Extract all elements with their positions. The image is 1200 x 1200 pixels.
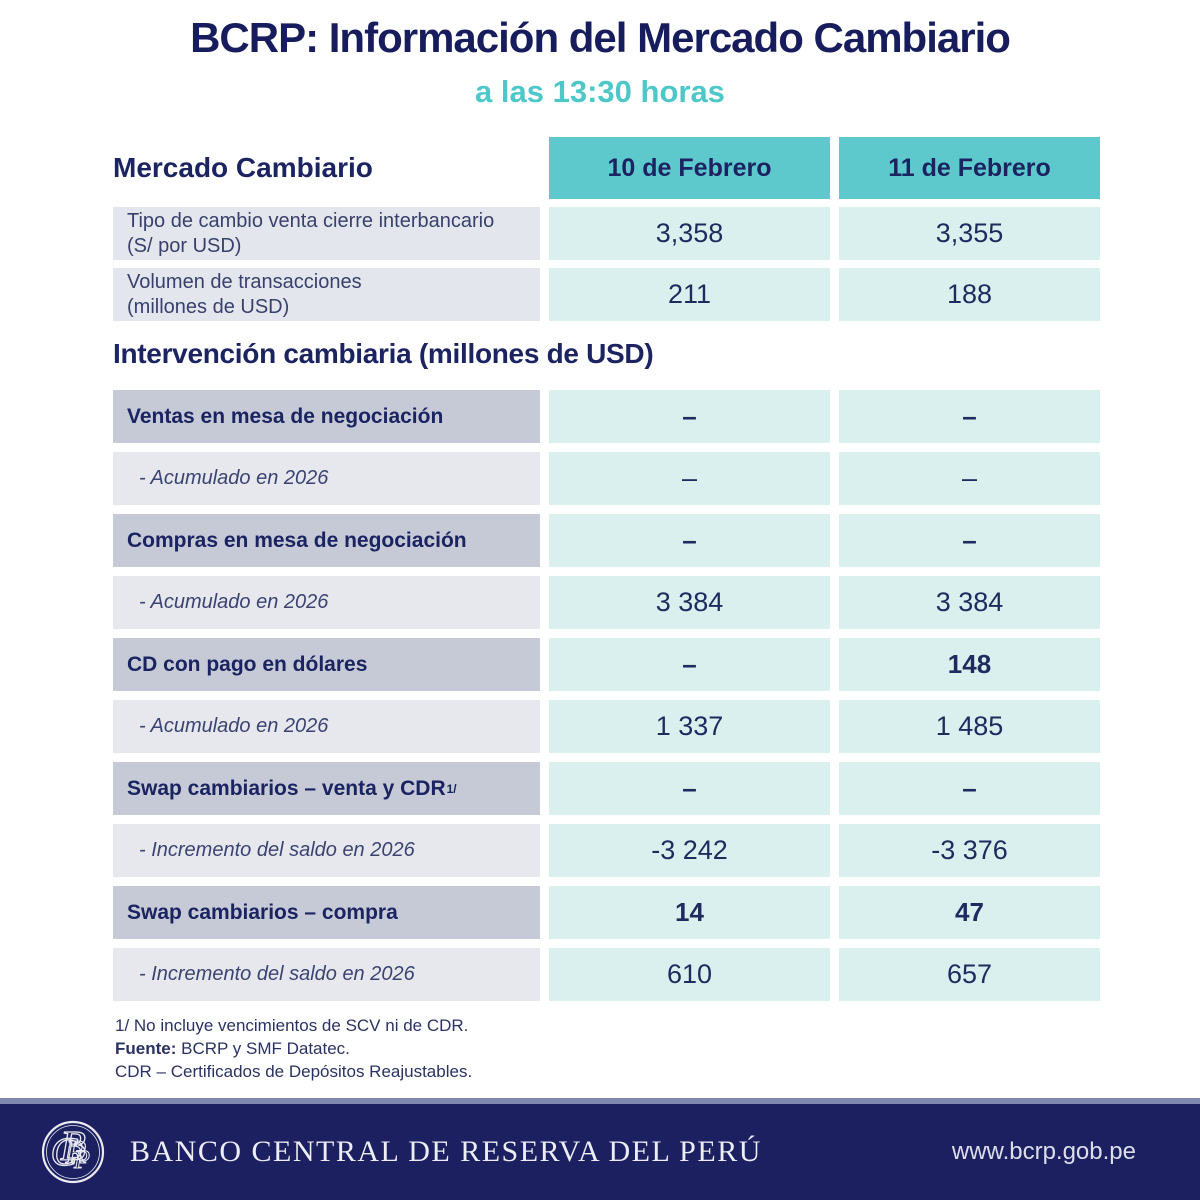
row-label-compras-mesa: Compras en mesa de negociación [113,514,540,567]
row-label-cd-dolares: CD con pago en dólares [113,638,540,691]
cd-acumulado-day1: 1 337 [549,700,830,753]
cd-acumulado-day2: 1 485 [839,700,1100,753]
row-label-ventas-mesa: Ventas en mesa de negociación [113,390,540,443]
row-label-swap-compra-incremento: - Incremento del saldo en 2026 [113,948,540,1001]
bank-name: BANCO CENTRAL DE RESERVA DEL PERÚ [130,1135,762,1168]
swap-venta-day1: – [549,762,830,815]
row-label-cd-acumulado: - Acumulado en 2026 [113,700,540,753]
page-subtitle: a las 13:30 horas [475,74,725,109]
exchange-rate-value-day1: 3,358 [549,207,830,260]
footnote-cdr: CDR – Certificados de Depósitos Reajusta… [115,1062,473,1081]
row-label-swap-venta-incremento: - Incremento del saldo en 2026 [113,824,540,877]
website-url: www.bcrp.gob.pe [951,1138,1136,1165]
footnotes: 1/ No incluye vencimientos de SCV ni de … [115,1014,472,1083]
volume-value-day2: 188 [839,268,1100,321]
ventas-mesa-day2: – [839,390,1100,443]
footnote-1: 1/ No incluye vencimientos de SCV ni de … [115,1016,469,1035]
swap-venta-incremento-day1: -3 242 [549,824,830,877]
exchange-rate-value-day2: 3,355 [839,207,1100,260]
svg-text:P: P [73,1145,90,1174]
swap-venta-incremento-day2: -3 376 [839,824,1100,877]
swap-compra-incremento-day1: 610 [549,948,830,1001]
ventas-acumulado-day2: – [839,452,1100,505]
swap-venta-day2: – [839,762,1100,815]
market-table-title: Mercado Cambiario [113,152,373,183]
row-label-volume: Volumen de transacciones (millones de USD… [113,268,540,321]
footer-bar: C R B P BANCO CENTRAL DE RESERVA DEL PER… [0,1098,1200,1200]
page-title: BCRP: Información del Mercado Cambiario [190,14,1011,61]
compras-mesa-day2: – [839,514,1100,567]
volume-value-day1: 211 [549,268,830,321]
compras-acumulado-day1: 3 384 [549,576,830,629]
row-label-ventas-acumulado: - Acumulado en 2026 [113,452,540,505]
market-table: Mercado Cambiario 10 de Febrero 11 de Fe… [113,137,1100,321]
row-label-compras-acumulado: - Acumulado en 2026 [113,576,540,629]
column-header-date-2: 11 de Febrero [839,137,1100,199]
cd-dolares-day1: – [549,638,830,691]
row-label-swap-compra: Swap cambiarios – compra [113,886,540,939]
row-label-swap-venta: Swap cambiarios – venta y CDR 1/ [113,762,540,815]
svg-text:R: R [65,1134,87,1171]
intervention-table: Ventas en mesa de negociación – – - Acum… [113,390,1100,1001]
swap-compra-day1: 14 [549,886,830,939]
svg-text:C: C [51,1129,79,1174]
swap-compra-incremento-day2: 657 [839,948,1100,1001]
compras-mesa-day1: – [549,514,830,567]
row-label-exchange-rate: Tipo de cambio venta cierre interbancari… [113,207,540,260]
footnote-source: Fuente: BCRP y SMF Datatec. [115,1039,350,1058]
column-header-date-1: 10 de Febrero [549,137,830,199]
footnote-marker: 1/ [446,781,457,796]
swap-compra-day2: 47 [839,886,1100,939]
svg-text:B: B [60,1124,86,1170]
intervention-section-title: Intervención cambiaria (millones de USD) [113,338,654,369]
bcrp-monogram-icon: C R B P [41,1120,105,1184]
compras-acumulado-day2: 3 384 [839,576,1100,629]
ventas-mesa-day1: – [549,390,830,443]
cd-dolares-day2: 148 [839,638,1100,691]
ventas-acumulado-day1: – [549,452,830,505]
